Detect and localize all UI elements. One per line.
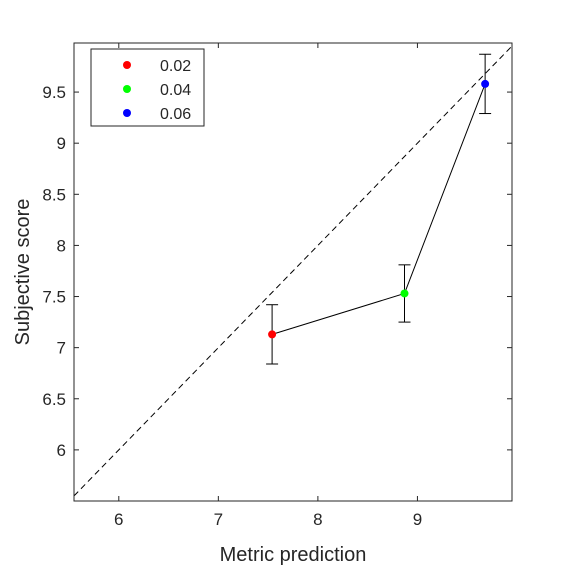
y-tick-label: 6.5 [42,390,66,409]
legend: 0.02 0.04 0.06 [90,48,205,127]
data-points-group [268,79,490,339]
legend-label: 0.02 [160,58,191,75]
reference-line [73,45,513,497]
x-tick-label: 7 [214,510,223,529]
legend-marker-2 [123,109,131,117]
legend-box [90,48,205,127]
y-tick-label: 7 [57,339,66,358]
y-tick-label: 9.5 [42,83,66,102]
y-tick-label: 7.5 [42,288,66,307]
y-axis-label: Subjective score [12,199,34,346]
x-tick-label: 6 [114,510,123,529]
legend-label: 0.04 [160,82,191,99]
x-axis-label: Metric prediction [220,544,367,566]
y-tick-label: 9 [57,134,66,153]
y-axis-ticks: 6 6.5 7 7.5 8 8.5 9 9.5 [42,83,512,460]
legend-marker-0 [123,61,131,69]
y-tick-label: 6 [57,441,66,460]
data-point-1 [400,289,409,298]
data-point-0 [268,330,277,339]
data-point-2 [481,79,490,88]
y-tick-label: 8.5 [42,185,66,204]
x-tick-label: 9 [413,510,422,529]
reference-line-group [73,45,513,497]
y-tick-label: 8 [57,236,66,255]
x-axis-ticks: 6 7 8 9 [114,43,422,529]
legend-label: 0.06 [160,106,191,123]
axes-box [73,42,513,502]
legend-marker-1 [123,85,131,93]
x-tick-label: 8 [313,510,322,529]
